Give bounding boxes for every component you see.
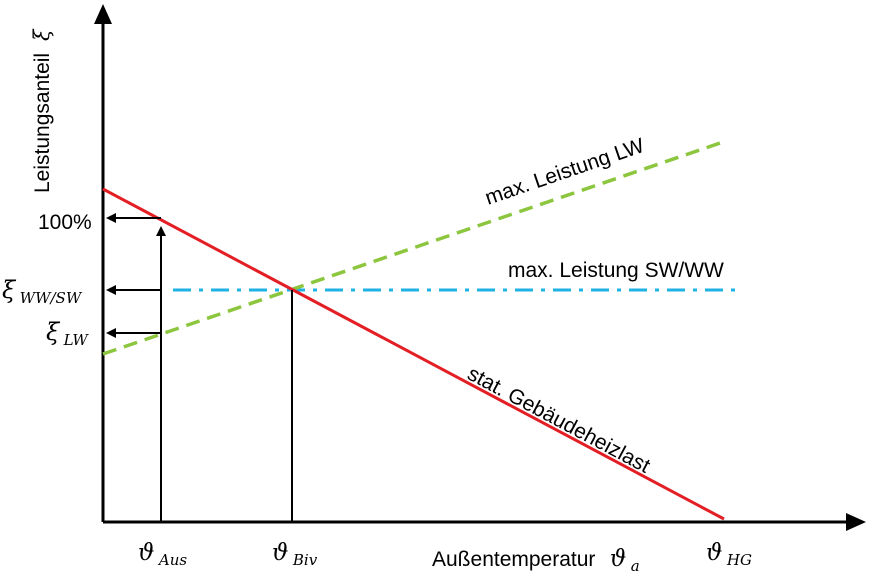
y-axis-title: Leistungsanteil ξ [30, 28, 54, 193]
building-heat-load-line [102, 187, 725, 521]
y-axis-arrowhead [94, 4, 112, 24]
x-tick-theta-aus: ϑ Aus [138, 540, 187, 569]
max-power-lw-line [102, 139, 727, 356]
x-tick-theta-biv: ϑ Biv [272, 540, 318, 569]
y-tick-xi-lw: ξ LW [46, 318, 89, 349]
x-tick-theta-hg: ϑ HG [706, 540, 752, 569]
y-tick-100-percent: 100% [38, 211, 92, 234]
x-axis-arrowhead [846, 513, 866, 531]
label-max-power-sw-ww: max. Leistung SW/WW [508, 259, 724, 282]
label-max-power-lw: max. Leistung LW [482, 134, 647, 210]
x-axis-title: Außentemperatur ϑ a [432, 546, 640, 575]
label-building-heat-load: stat. Gebäudeheizlast [464, 362, 654, 478]
y-tick-xi-ww-sw: ξ WW/SW [2, 276, 83, 307]
